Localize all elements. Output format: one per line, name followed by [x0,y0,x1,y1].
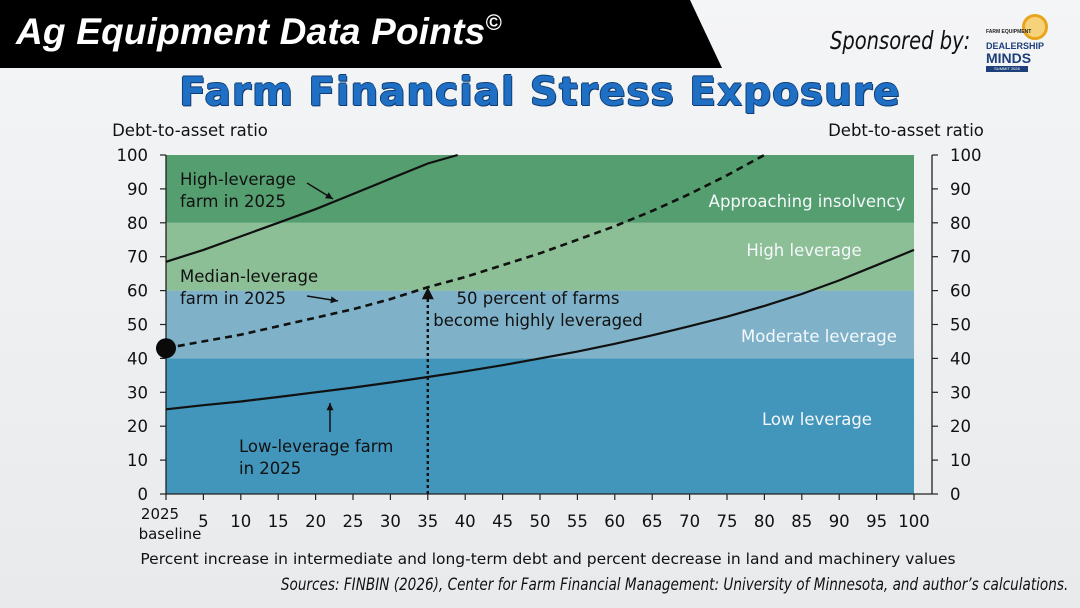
annotation-text: Low-leverage farm [239,437,393,456]
annotation-text: 50 percent of farms [457,289,620,308]
series-line-median-leverage [165,153,766,350]
x-axis-label: Percent increase in intermediate and lon… [140,550,955,568]
baseline-marker [156,338,176,359]
lightbulb-icon [1022,14,1048,40]
annotation-text: High-leverage [180,170,296,189]
y-tick-label-right: 90 [950,180,971,199]
x-tick-label-baseline: 2025 [141,505,179,523]
x-tick-label: 10 [230,512,251,531]
x-tick-label: 65 [642,512,663,531]
x-tick-label: 60 [604,512,625,531]
x-tick-label: 55 [567,512,588,531]
y-tick-label-right: 50 [950,316,971,335]
logo-band: SUMMIT 2026 [986,66,1028,72]
annotation-arrow-high-head [325,192,333,199]
header-banner [0,0,722,68]
y-tick-label-right: 10 [950,451,971,470]
header-title-text: Ag Equipment Data Points [16,11,486,52]
x-tick-label: 20 [305,512,326,531]
x-tick-label: 30 [380,512,401,531]
y-tick-label-right: 80 [950,214,971,233]
x-tick-label: 15 [268,512,289,531]
y-axis-label-right: Debt-to-asset ratio [828,121,984,140]
zone-band [166,222,914,291]
y-tick-label-right: 20 [950,417,971,436]
x-tick-label: 85 [791,512,812,531]
annotation-text: in 2025 [239,459,301,478]
y-tick-label-left: 10 [127,451,148,470]
y-tick-label-left: 0 [138,485,149,504]
x-tick-label: 80 [754,512,775,531]
y-tick-label-left: 60 [127,282,148,301]
x-tick-label-baseline: baseline [139,525,202,543]
y-tick-label-left: 40 [127,349,148,368]
annotation-arrow-low-head [326,403,334,411]
x-tick-label: 50 [530,512,551,531]
y-tick-label-left: 90 [127,180,148,199]
zone-band [166,358,914,494]
x-tick-label: 40 [455,512,476,531]
x-tick-label: 45 [492,512,513,531]
zone-label: Low leverage [762,410,872,429]
annotation-text: Median-leverage [180,267,318,286]
y-tick-label-right: 40 [950,349,971,368]
y-tick-label-left: 50 [127,316,148,335]
zone-label: High leverage [746,241,861,260]
y-tick-label-right: 100 [950,146,982,165]
annotation-text: become highly leveraged [433,311,642,330]
x-tick-label: 5 [198,512,209,531]
y-tick-label-right: 70 [950,248,971,267]
annotation-arrow-median-head [330,296,338,304]
zone-label: Approaching insolvency [709,192,906,211]
header-title: Ag Equipment Data Points© [16,10,502,53]
y-tick-label-left: 20 [127,417,148,436]
y-tick-label-right: 0 [950,485,961,504]
chart-title: Farm Financial Stress Exposure [179,70,901,115]
sponsor-label: Sponsored by: [830,26,971,55]
y-tick-label-right: 30 [950,383,971,402]
dealership-minds-logo: FARM EQUIPMENT DEALERSHIP MINDS SUMMIT 2… [982,14,1064,72]
series-line-low-leverage [165,248,915,411]
y-tick-label-left: 100 [117,146,149,165]
series-line-high-leverage [165,153,459,263]
y-tick-label-left: 70 [127,248,148,267]
y-tick-label-left: 30 [127,383,148,402]
y-tick-label-right: 60 [950,282,971,301]
logo-small-text: FARM EQUIPMENT [986,29,1032,35]
y-tick-label-left: 80 [127,214,148,233]
annotation-text: farm in 2025 [180,192,286,211]
zone-band [166,155,914,223]
x-tick-label: 70 [679,512,700,531]
x-tick-label: 75 [717,512,738,531]
y-axis-label-left: Debt-to-asset ratio [112,121,268,140]
logo-line1: DEALERSHIP [986,41,1045,51]
vertical-marker-arrowhead [421,287,434,300]
x-tick-label: 25 [343,512,364,531]
logo-line2: MINDS [986,50,1032,66]
copyright-mark: © [485,10,502,35]
x-tick-label: 90 [829,512,850,531]
zone-label: Moderate leverage [741,327,897,346]
x-tick-label: 100 [898,512,930,531]
x-tick-label: 35 [417,512,438,531]
x-tick-label: 95 [866,512,887,531]
annotation-text: farm in 2025 [180,289,286,308]
sources-note: Sources: FINBIN (2026), Center for Farm … [280,575,1068,595]
